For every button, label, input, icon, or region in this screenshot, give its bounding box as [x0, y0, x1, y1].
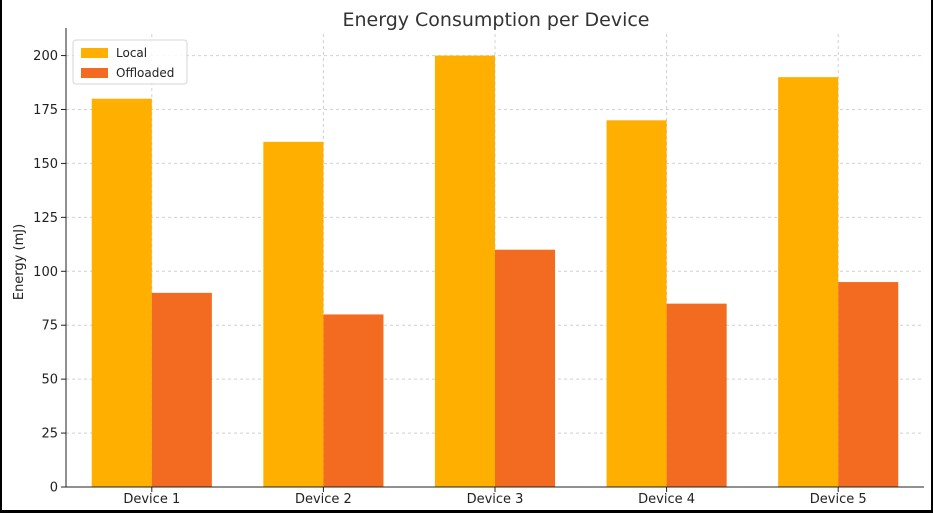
y-tick-label: 125	[33, 211, 58, 226]
chart-title: Energy Consumption per Device	[342, 9, 649, 31]
y-axis-label: Energy (mJ)	[12, 224, 27, 300]
x-tick-label: Device 5	[810, 492, 867, 507]
bar-offloaded-1	[151, 292, 212, 487]
y-tick-label: 50	[41, 373, 58, 388]
x-tick-label: Device 1	[123, 492, 180, 507]
y-tick-label: 25	[41, 427, 58, 442]
y-tick-label: 150	[33, 157, 58, 172]
y-tick-label: 0	[50, 481, 58, 496]
y-axis-ticks: 0 25 50 75 100 125 150 175 200	[33, 49, 66, 496]
y-tick-label: 75	[41, 319, 58, 334]
x-tick-label: Device 4	[638, 492, 695, 507]
bar-local-5	[778, 77, 839, 488]
bar-local-3	[434, 55, 495, 487]
legend-label-local: Local	[116, 46, 147, 60]
bar-offloaded-2	[323, 314, 384, 487]
x-tick-label: Device 3	[467, 492, 524, 507]
y-tick-label: 100	[33, 265, 58, 280]
x-tick-label: Device 2	[295, 492, 352, 507]
bar-local-1	[91, 98, 152, 487]
bar-local-2	[263, 141, 324, 487]
bars	[91, 55, 899, 488]
bar-offloaded-5	[838, 282, 899, 487]
y-tick-label: 175	[33, 103, 58, 118]
legend-swatch-offloaded	[81, 68, 108, 78]
bar-local-4	[606, 120, 667, 488]
legend: Local Offloaded	[72, 39, 188, 85]
legend-label-offloaded: Offloaded	[116, 66, 174, 80]
legend-swatch-local	[81, 48, 108, 58]
bar-offloaded-4	[666, 303, 727, 487]
bar-offloaded-3	[495, 249, 556, 487]
x-axis-ticks: Device 1 Device 2 Device 3 Device 4 Device 5	[123, 487, 867, 507]
y-tick-label: 200	[33, 49, 58, 64]
